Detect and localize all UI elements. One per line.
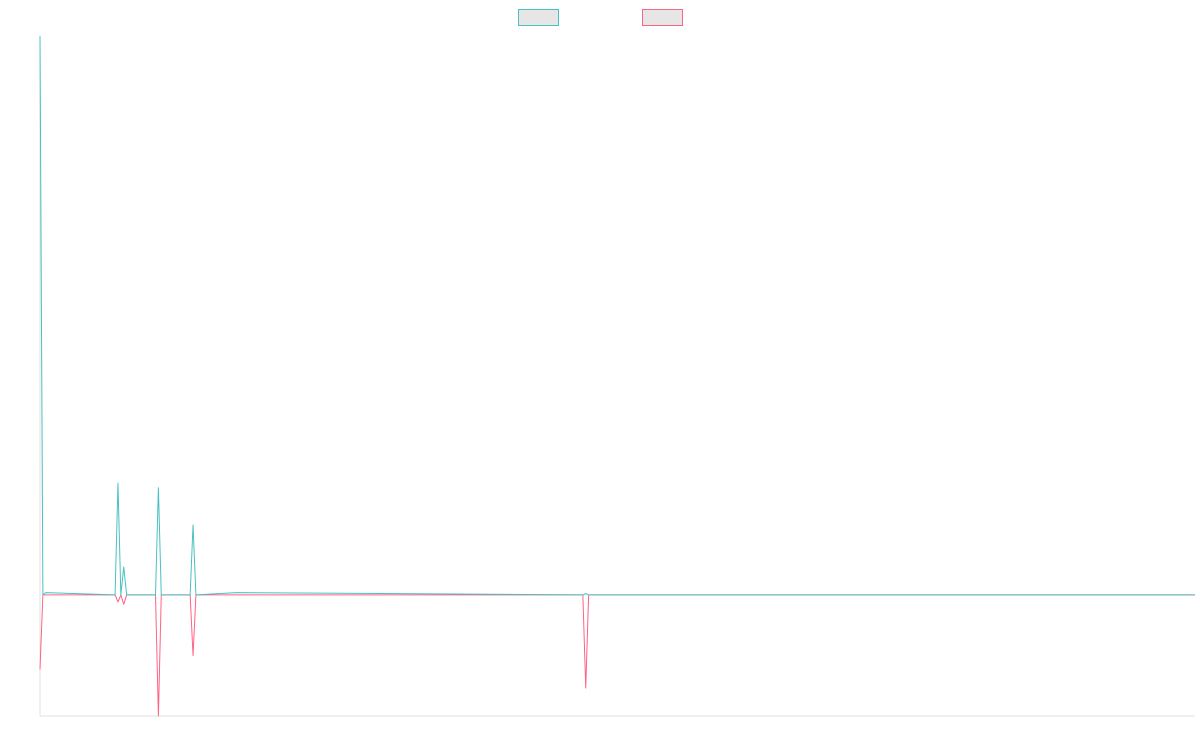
legend-item-2[interactable] — [642, 9, 683, 26]
series-line-2 — [39, 594, 1195, 717]
legend-item-1[interactable] — [518, 9, 559, 26]
legend-swatch-2 — [642, 9, 683, 26]
series-line-1 — [39, 35, 1195, 596]
legend-swatch-1 — [518, 9, 559, 26]
